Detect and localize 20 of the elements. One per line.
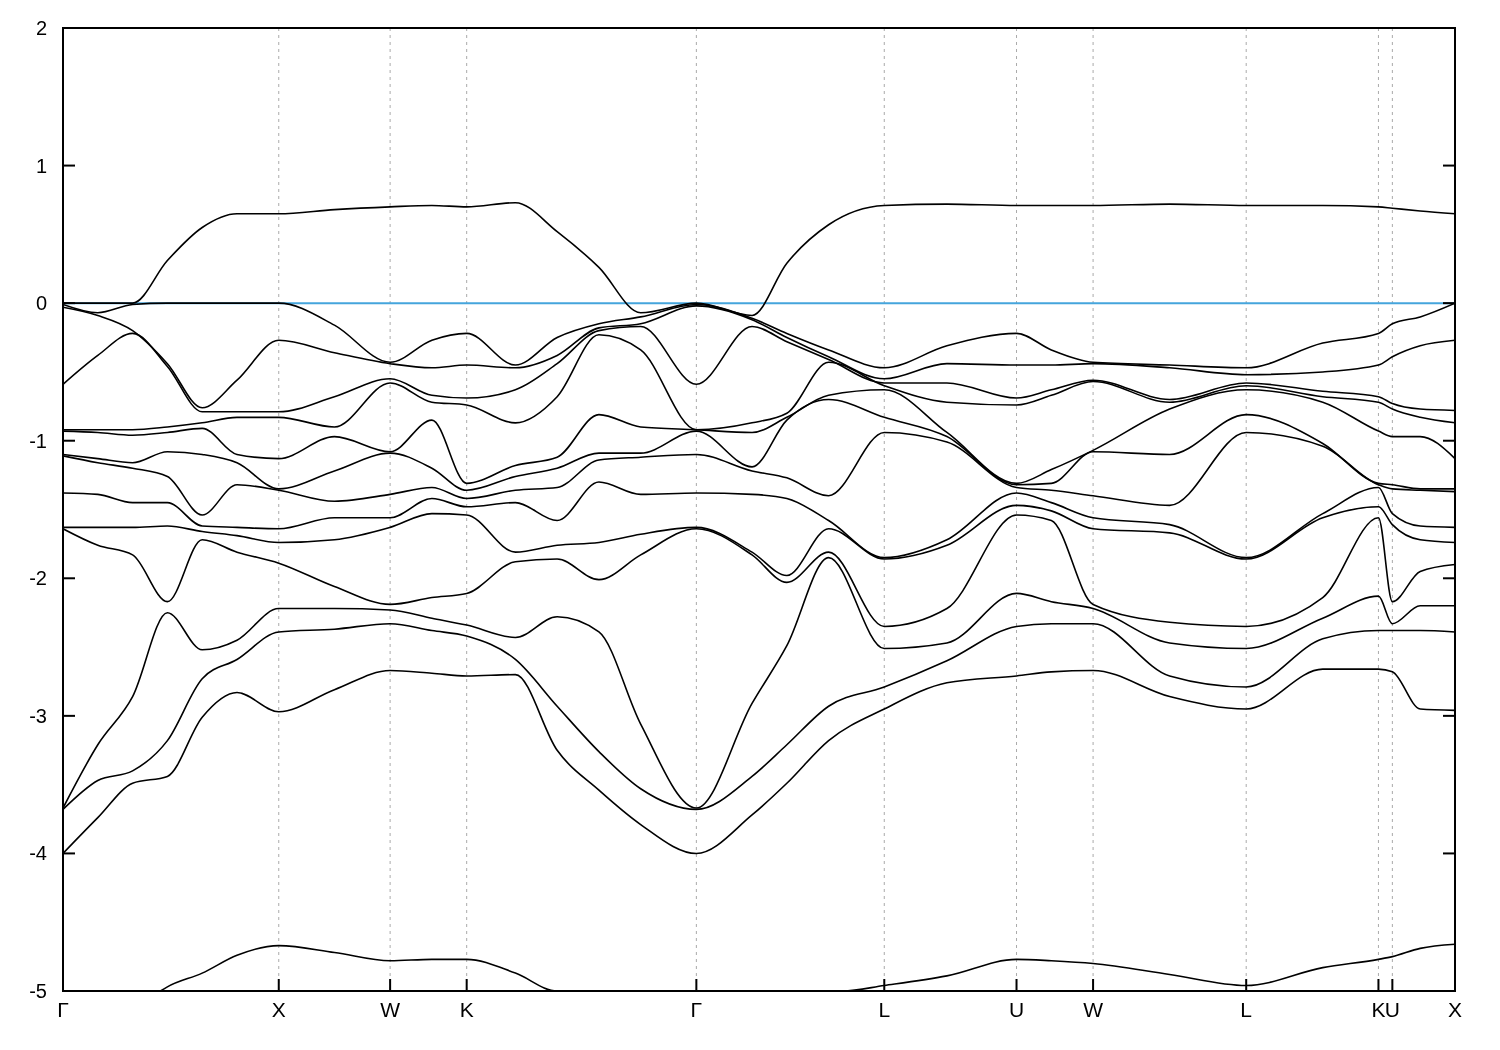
x-tick-label: K — [1371, 998, 1386, 1021]
x-tick-label: K — [459, 998, 474, 1021]
x-tick-label: Γ — [57, 998, 69, 1021]
y-tick-label: -1 — [29, 429, 47, 452]
x-tick-label: X — [1447, 998, 1463, 1021]
x-tick-label: X — [271, 998, 286, 1021]
y-tick-label: -3 — [29, 704, 47, 727]
y-tick-label: 0 — [35, 292, 47, 315]
y-tick-label: -2 — [29, 567, 47, 590]
y-tick-label: -4 — [29, 842, 47, 865]
x-tick-label: W — [380, 998, 401, 1021]
x-tick-label: W — [1083, 998, 1104, 1021]
x-tick-label: L — [1240, 998, 1253, 1021]
x-tick-label: U — [1008, 998, 1025, 1021]
x-tick-label: L — [878, 998, 891, 1021]
x-tick-label: Γ — [690, 998, 703, 1021]
y-tick-label: 2 — [35, 17, 47, 39]
y-tick-label: 1 — [35, 154, 47, 177]
x-tick-label: U — [1384, 998, 1400, 1021]
y-tick-label: -5 — [29, 980, 47, 1002]
